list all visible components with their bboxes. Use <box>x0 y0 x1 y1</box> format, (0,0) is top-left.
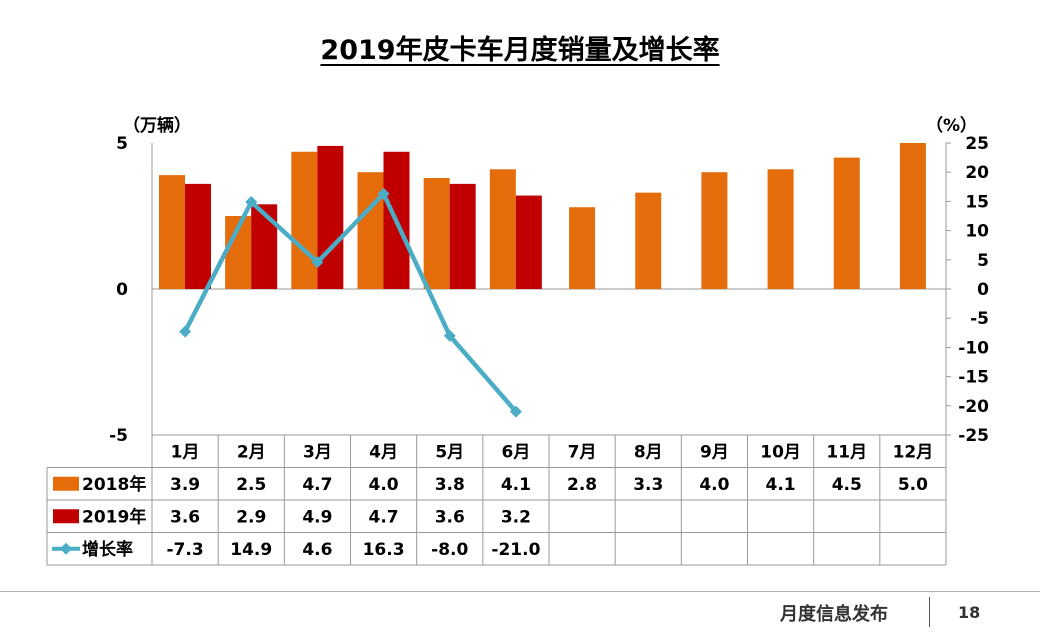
category-label: 10月 <box>760 442 801 462</box>
table-cell-value: 3.6 <box>170 507 200 527</box>
bar-2018 <box>569 207 596 289</box>
bar-2018 <box>357 172 384 289</box>
bar-2019 <box>317 145 344 289</box>
bar-2018 <box>701 172 728 289</box>
growth-point <box>443 329 456 342</box>
table-cell-value: 3.2 <box>501 507 531 527</box>
left-axis-unit: （万辆） <box>123 115 191 136</box>
footer-separator <box>929 597 930 627</box>
right-tick-label: 0 <box>977 280 989 300</box>
legend-key-2018 <box>53 476 79 491</box>
legend-label: 2018年 <box>82 474 146 495</box>
table-cell-value: 4.5 <box>832 475 862 495</box>
right-tick-label: 5 <box>977 251 989 271</box>
growth-point <box>311 256 324 269</box>
category-label: 6月 <box>501 442 530 462</box>
table-cell-value: 14.9 <box>230 540 272 560</box>
right-tick-label: 20 <box>965 163 989 183</box>
left-tick-label: 0 <box>116 280 128 300</box>
bar-2018 <box>159 175 185 289</box>
table-cell-value: 3.9 <box>170 475 200 495</box>
growth-line <box>183 191 518 414</box>
category-label: 12月 <box>893 442 934 462</box>
table-cell-value: 4.0 <box>699 475 729 495</box>
category-label: 7月 <box>568 442 597 462</box>
footer-divider <box>0 591 1040 592</box>
table-cell-value: -8.0 <box>431 540 468 560</box>
legend-key-growth-marker <box>60 542 72 555</box>
table-cell-value: 3.8 <box>435 475 465 495</box>
right-tick-label: -5 <box>970 309 989 329</box>
page-number: 18 <box>958 603 981 622</box>
bar-2019 <box>251 204 278 289</box>
category-label: 4月 <box>369 442 398 462</box>
left-tick-label: 5 <box>116 134 128 154</box>
table-cell-value: -21.0 <box>491 540 540 560</box>
growth-point <box>377 187 390 200</box>
growth-point <box>509 405 522 418</box>
growth-point <box>245 195 258 208</box>
category-label: 11月 <box>826 442 867 462</box>
table-cell-value: 4.1 <box>501 475 531 495</box>
legend-key-2019 <box>53 509 79 524</box>
bar-2018 <box>833 157 860 289</box>
bar-2018 <box>489 169 516 289</box>
bar-2018 <box>635 192 662 289</box>
category-label: 8月 <box>634 442 663 462</box>
table-cell-value: 4.9 <box>302 507 332 527</box>
bar-2019 <box>449 183 476 289</box>
table-cell-value: 16.3 <box>363 540 405 560</box>
table-cell-value: 2.5 <box>236 475 266 495</box>
bar-2018 <box>767 169 794 289</box>
category-label: 1月 <box>171 442 200 462</box>
right-tick-label: -15 <box>958 368 989 388</box>
bar-2019 <box>185 183 211 289</box>
right-axis-unit: （%） <box>926 115 977 136</box>
right-tick-label: 25 <box>965 134 989 154</box>
bar-2018 <box>899 143 926 289</box>
left-tick-label: -5 <box>109 426 128 446</box>
table-cell-value: 4.7 <box>302 475 332 495</box>
right-tick-label: -10 <box>958 338 989 358</box>
bar-2018 <box>423 178 450 289</box>
right-tick-label: 10 <box>965 222 989 242</box>
page-title: 2019年皮卡车月度销量及增长率 <box>320 35 720 66</box>
right-tick-label: -25 <box>958 426 989 446</box>
right-tick-label: -20 <box>958 397 989 417</box>
legend-label: 增长率 <box>82 539 133 560</box>
table-cell-value: 4.6 <box>302 540 332 560</box>
category-label: 3月 <box>303 442 332 462</box>
table-cell-value: 2.8 <box>567 475 597 495</box>
legend-label: 2019年 <box>82 506 146 527</box>
category-label: 2月 <box>237 442 266 462</box>
right-tick-label: 15 <box>965 192 989 212</box>
table-cell-value: -7.3 <box>166 540 203 560</box>
footer-text: 月度信息发布 <box>780 604 888 625</box>
table-cell-value: 4.1 <box>766 475 796 495</box>
table-cell-value: 3.3 <box>633 475 663 495</box>
table-cell-value: 4.0 <box>369 475 399 495</box>
category-label: 5月 <box>435 442 464 462</box>
bar-2018 <box>291 151 318 289</box>
table-cell-value: 4.7 <box>369 507 399 527</box>
chart: （万辆） （%） 5 0 -5 25 20 15 10 5 0 -5 -10 -15 -20 -25 1月 2月 3… <box>46 115 989 566</box>
category-label: 9月 <box>700 442 729 462</box>
table-cell-value: 5.0 <box>898 475 928 495</box>
bar-2019 <box>515 195 542 289</box>
table-cell-value: 2.9 <box>236 507 266 527</box>
table-cell-value: 3.6 <box>435 507 465 527</box>
growth-point <box>179 325 192 338</box>
